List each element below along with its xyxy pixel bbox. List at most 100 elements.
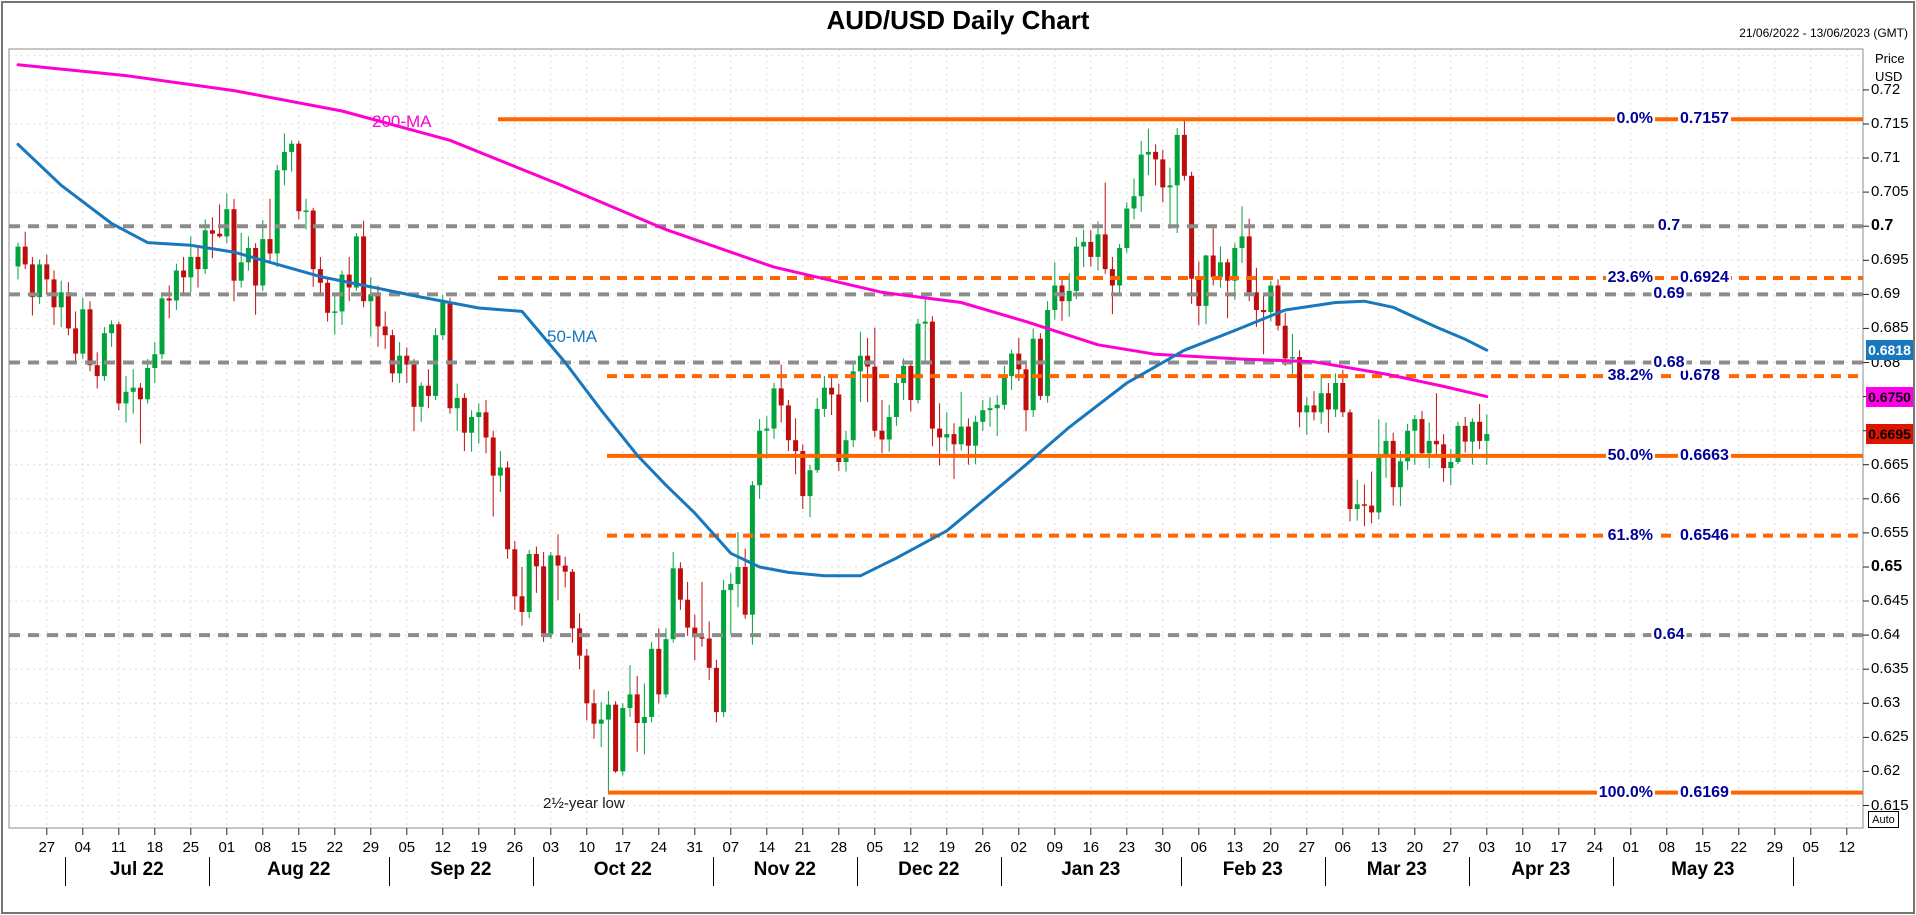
x-axis-day-label: 12	[434, 839, 452, 856]
x-axis-month-label: Apr 23	[1511, 859, 1571, 880]
price-tick-label: 0.615	[1871, 796, 1909, 814]
x-axis-day-label: 23	[1118, 839, 1136, 856]
x-axis-month-label: Oct 22	[593, 859, 652, 880]
chart-title: AUD/USD Daily Chart	[826, 5, 1090, 35]
x-axis-day-label: 03	[542, 839, 560, 856]
x-axis-day-label: 22	[326, 839, 344, 856]
price-levels	[9, 117, 1863, 795]
price-tick-label: 0.625	[1871, 728, 1909, 746]
x-axis-day-label: 26	[506, 839, 524, 856]
x-axis-day-label: 12	[902, 839, 920, 856]
x-axis-day-label: 03	[1478, 839, 1496, 856]
gridlines	[9, 49, 1863, 828]
month-separator	[388, 857, 390, 886]
x-axis-day-label: 02	[1010, 839, 1028, 856]
x-axis-day-label: 06	[1190, 839, 1208, 856]
x-axis-day-label: 29	[1766, 839, 1784, 856]
x-axis-day-label: 28	[830, 839, 848, 856]
x-axis-day-label: 01	[218, 839, 236, 856]
level-price-label: 0.69	[1651, 285, 1687, 303]
fib-price-label: 0.6169	[1678, 783, 1731, 801]
x-axis-day-label: 27	[1442, 839, 1460, 856]
x-axis-day-label: 06	[1334, 839, 1352, 856]
x-axis-day-label: 22	[1730, 839, 1748, 856]
price-tick-label: 0.705	[1871, 183, 1909, 201]
fib-pct-label: 0.0%	[1614, 110, 1655, 128]
price-tick-label: 0.69	[1871, 285, 1901, 303]
x-axis-day-label: 18	[146, 839, 164, 856]
x-axis-day-label: 09	[1046, 839, 1064, 856]
x-axis-day-label: 12	[1838, 839, 1856, 856]
x-axis-day-label: 11	[111, 839, 127, 856]
x-axis-day-label: 14	[758, 839, 776, 856]
price-tick-label: 0.635	[1871, 660, 1909, 678]
price-tick-label: 0.66	[1871, 489, 1901, 507]
x-axis-month-label: Aug 22	[267, 859, 331, 880]
month-separator	[712, 857, 714, 886]
x-axis-day-label: 05	[398, 839, 416, 856]
month-separator	[1792, 857, 1794, 886]
x-axis-day-label: 13	[1370, 839, 1388, 856]
x-axis-day-label: 17	[1550, 839, 1568, 856]
x-axis-day-label: 27	[38, 839, 56, 856]
x-axis-day-label: 24	[650, 839, 668, 856]
price-tick-label: 0.72	[1871, 80, 1901, 98]
x-axis-day-label: 21	[794, 839, 812, 856]
x-axis-day-label: 25	[182, 839, 200, 856]
ma200-price-badge: 0.6750	[1866, 386, 1913, 407]
x-axis-day-label: 04	[74, 839, 92, 856]
x-axis-day-label: 13	[1226, 839, 1244, 856]
ma50-price-badge: 0.6818	[1866, 340, 1913, 361]
x-axis-day-label: 16	[1082, 839, 1100, 856]
x-axis-day-label: 15	[1694, 839, 1712, 856]
price-tick-label: 0.63	[1871, 694, 1901, 712]
month-separator	[208, 857, 210, 886]
month-separator	[1324, 857, 1326, 886]
x-axis-day-label: 29	[362, 839, 380, 856]
x-axis-day-label: 31	[686, 839, 704, 856]
price-tick-label: 0.71	[1871, 149, 1901, 166]
fib-pct-label: 38.2%	[1605, 367, 1655, 385]
price-tick-label: 0.7	[1871, 217, 1894, 235]
moving-averages	[16, 63, 1489, 578]
level-price-label: 0.64	[1651, 626, 1687, 644]
month-separator	[532, 857, 534, 886]
x-axis-day-label: 20	[1406, 839, 1424, 856]
x-axis-day-label: 17	[614, 839, 632, 856]
fib-price-label: 0.678	[1678, 367, 1723, 385]
price-tick-label: 0.685	[1871, 319, 1909, 337]
ma-50-label: 50-MA	[547, 327, 598, 346]
auto-scale-button[interactable]: Auto	[1868, 811, 1899, 828]
fib-pct-label: 61.8%	[1605, 526, 1655, 544]
x-axis-day-label: 08	[1658, 839, 1676, 856]
price-tick-label: 0.62	[1871, 762, 1901, 780]
x-axis-month-label: Jul 22	[109, 859, 164, 880]
x-axis-day-label: 20	[1262, 839, 1280, 856]
price-tick-label: 0.695	[1871, 251, 1909, 269]
fib-price-label: 0.6546	[1678, 526, 1731, 544]
fib-price-label: 0.6663	[1678, 446, 1731, 464]
x-axis-day-label: 19	[470, 839, 488, 856]
price-tick-label: 0.65	[1871, 558, 1903, 575]
x-axis-day-label: 05	[1802, 839, 1820, 856]
fib-price-label: 0.7157	[1678, 110, 1731, 128]
fib-pct-label: 100.0%	[1596, 783, 1655, 801]
x-axis-day-label: 19	[938, 839, 956, 856]
x-axis-day-label: 15	[290, 839, 308, 856]
fib-price-label: 0.6924	[1678, 269, 1731, 286]
x-axis-day-label: 01	[1622, 839, 1640, 856]
level-price-label: 0.7	[1655, 217, 1683, 235]
price-tick-label: 0.655	[1871, 523, 1909, 541]
month-separator	[1000, 857, 1002, 886]
x-axis-month-label: Nov 22	[753, 859, 816, 880]
x-axis-month-label: Dec 22	[898, 859, 960, 880]
x-axis-month-label: Feb 23	[1222, 859, 1283, 880]
date-range-label: 21/06/2022 - 13/06/2023 (GMT)	[1739, 26, 1908, 40]
x-axis-day-label: 27	[1298, 839, 1316, 856]
x-axis-day-label: 05	[866, 839, 884, 856]
x-axis-day-label: 30	[1154, 839, 1172, 856]
month-separator	[64, 857, 66, 886]
axes	[8, 48, 1869, 835]
month-separator	[856, 857, 858, 886]
fib-pct-label: 23.6%	[1605, 269, 1655, 286]
